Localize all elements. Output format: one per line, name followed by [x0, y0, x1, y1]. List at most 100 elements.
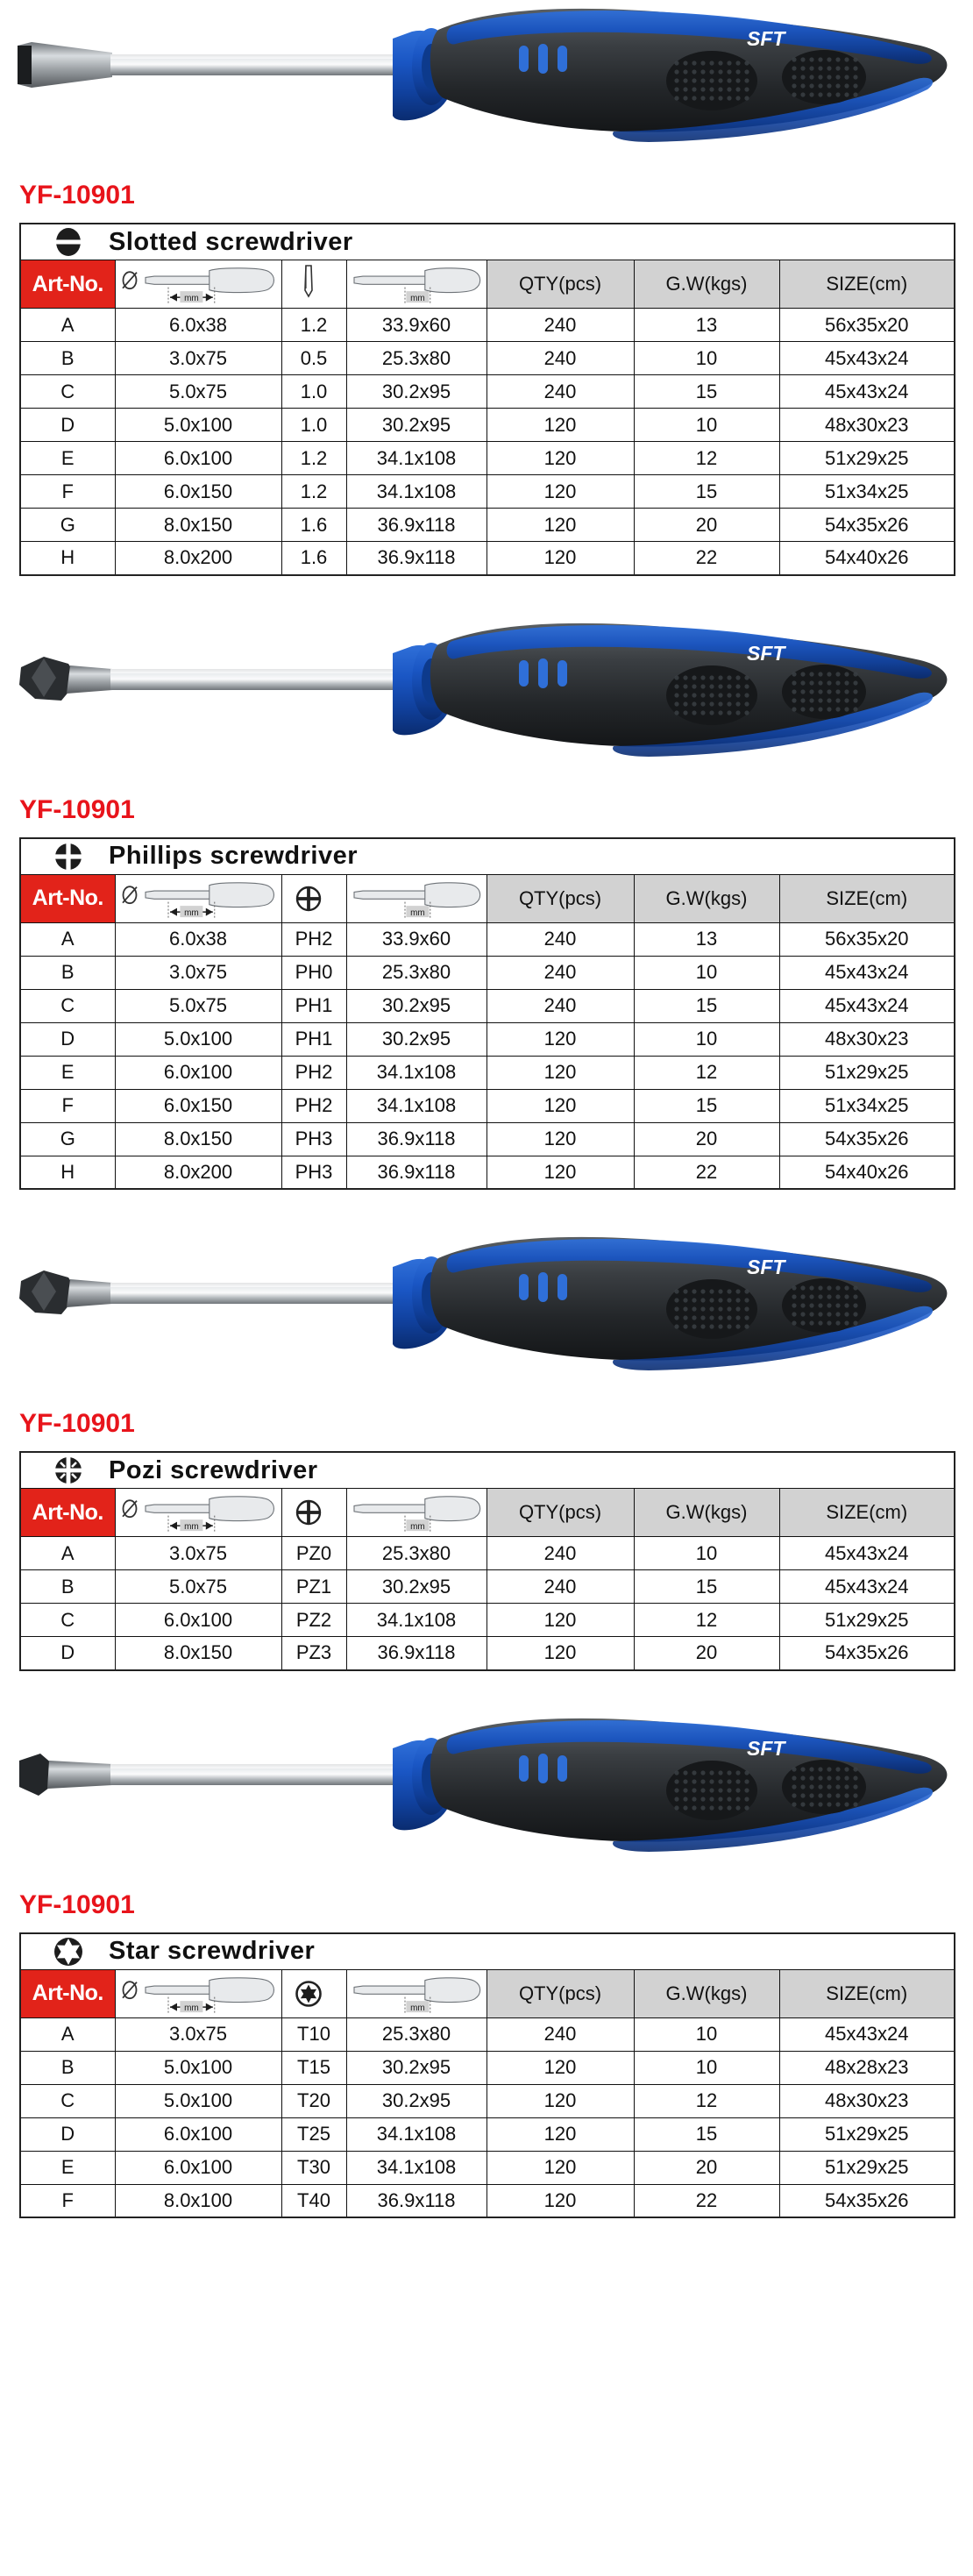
- table-row: G 8.0x150 1.6 36.9x118 120 20 54x35x26: [19, 508, 955, 542]
- table-row: C 6.0x100 PZ2 34.1x108 120 12 51x29x25: [19, 1603, 955, 1637]
- cell-tip-size: T30: [281, 2150, 347, 2185]
- cell-art-no: G: [19, 1121, 116, 1156]
- cell-tip-size: T15: [281, 2050, 347, 2085]
- table-title-row: Phillips screwdriver: [19, 837, 955, 875]
- cell-tip-size: 1.2: [281, 441, 347, 475]
- cell-diameter: 5.0x100: [114, 408, 282, 442]
- cell-carton-size: 54x35x26: [778, 1121, 955, 1156]
- cell-carton-size: 54x40x26: [778, 541, 955, 575]
- cell-diameter: 6.0x100: [114, 1603, 282, 1637]
- cell-blade-length: 33.9x60: [345, 922, 487, 957]
- cell-qty: 120: [486, 1636, 635, 1670]
- cell-art-no: C: [19, 2083, 116, 2118]
- product-block: SFT YF-10901 Phillips screwdriver: [0, 615, 973, 1229]
- cell-tip-size: PH2: [281, 922, 347, 957]
- svg-text:mm: mm: [184, 2003, 199, 2013]
- cell-qty: 240: [486, 955, 635, 990]
- table-row: E 6.0x100 1.2 34.1x108 120 12 51x29x25: [19, 441, 955, 475]
- svg-text:mm: mm: [184, 1522, 199, 1532]
- header-diameter-length-icon: mm: [114, 260, 282, 309]
- cell-blade-length: 30.2x95: [345, 2083, 487, 2118]
- header-phillips-cross-icon: [281, 873, 347, 923]
- product-block: SFT YF-10901 Slotted screwdriver: [0, 0, 973, 615]
- header-pozi-cross-icon: [281, 1488, 347, 1537]
- header-art-no: Art-No.: [19, 1968, 116, 2018]
- cell-carton-size: 56x35x20: [778, 922, 955, 957]
- cell-diameter: 6.0x100: [114, 441, 282, 475]
- cell-diameter: 6.0x38: [114, 308, 282, 342]
- cell-diameter: 6.0x100: [114, 2150, 282, 2185]
- cell-carton-size: 45x43x24: [778, 955, 955, 990]
- cell-art-no: B: [19, 1569, 116, 1604]
- cell-diameter: 5.0x100: [114, 1021, 282, 1057]
- cell-diameter: 8.0x150: [114, 508, 282, 542]
- product-type-title: Phillips screwdriver: [109, 842, 359, 870]
- header-art-no: Art-No.: [19, 260, 116, 309]
- table-row: A 3.0x75 PZ0 25.3x80 240 10 45x43x24: [19, 1536, 955, 1570]
- cell-diameter: 3.0x75: [114, 1536, 282, 1570]
- table-row: A 3.0x75 T10 25.3x80 240 10 45x43x24: [19, 2017, 955, 2052]
- cell-art-no: A: [19, 2017, 116, 2052]
- cell-qty: 120: [486, 2050, 635, 2085]
- spec-table-wrapper: Pozi screwdriver Art-No. mm: [0, 1451, 973, 1671]
- cell-blade-length: 25.3x80: [345, 955, 487, 990]
- header-carton-size: SIZE(cm): [778, 260, 955, 309]
- cell-art-no: B: [19, 955, 116, 990]
- cell-tip-size: PH3: [281, 1155, 347, 1190]
- cell-art-no: C: [19, 988, 116, 1023]
- header-blade-length-icon: mm: [345, 873, 487, 923]
- cell-qty: 240: [486, 988, 635, 1023]
- cell-diameter: 6.0x100: [114, 2117, 282, 2152]
- spec-table-wrapper: Star screwdriver Art-No. mm: [0, 1932, 973, 2218]
- table-header-row: Art-No. mm: [19, 1968, 955, 2018]
- star-torx-tip-icon: [51, 1934, 86, 1969]
- cell-gross-weight: 13: [633, 922, 780, 957]
- cell-art-no: F: [19, 1088, 116, 1123]
- svg-text:mm: mm: [184, 908, 199, 918]
- cell-qty: 120: [486, 1021, 635, 1057]
- cell-qty: 120: [486, 2183, 635, 2218]
- cell-carton-size: 51x29x25: [778, 2150, 955, 2185]
- cell-carton-size: 54x40x26: [778, 1155, 955, 1190]
- cell-blade-length: 34.1x108: [345, 474, 487, 509]
- cell-gross-weight: 22: [633, 541, 780, 575]
- block-spacer: [0, 1190, 973, 1228]
- cell-art-no: A: [19, 922, 116, 957]
- header-carton-size: SIZE(cm): [778, 1968, 955, 2018]
- cell-blade-length: 34.1x108: [345, 1603, 487, 1637]
- table-row: B 3.0x75 0.5 25.3x80 240 10 45x43x24: [19, 341, 955, 375]
- model-code: YF-10901: [19, 1409, 135, 1438]
- cell-diameter: 8.0x200: [114, 541, 282, 575]
- cell-carton-size: 51x29x25: [778, 2117, 955, 2152]
- cell-carton-size: 51x34x25: [778, 474, 955, 509]
- cell-diameter: 3.0x75: [114, 955, 282, 990]
- table-row: D 8.0x150 PZ3 36.9x118 120 20 54x35x26: [19, 1636, 955, 1670]
- cell-tip-size: PH2: [281, 1088, 347, 1123]
- cell-art-no: H: [19, 541, 116, 575]
- cell-diameter: 5.0x75: [114, 374, 282, 409]
- product-block: SFT YF-10901 Star screwdriver: [0, 1710, 973, 2258]
- block-spacer: [0, 576, 973, 615]
- cell-blade-length: 34.1x108: [345, 2150, 487, 2185]
- table-row: H 8.0x200 1.6 36.9x118 120 22 54x40x26: [19, 541, 955, 575]
- cell-diameter: 6.0x38: [114, 922, 282, 957]
- cell-tip-size: PH3: [281, 1121, 347, 1156]
- cell-tip-size: 1.2: [281, 308, 347, 342]
- table-row: E 6.0x100 PH2 34.1x108 120 12 51x29x25: [19, 1055, 955, 1090]
- cell-gross-weight: 10: [633, 408, 780, 442]
- cell-art-no: H: [19, 1155, 116, 1190]
- table-title-row: Pozi screwdriver: [19, 1451, 955, 1489]
- block-spacer: [0, 1671, 973, 1710]
- cell-tip-size: T20: [281, 2083, 347, 2118]
- cell-tip-size: 1.6: [281, 541, 347, 575]
- table-row: C 5.0x75 1.0 30.2x95 240 15 45x43x24: [19, 374, 955, 409]
- header-blade-length-icon: mm: [345, 260, 487, 309]
- cell-carton-size: 48x30x23: [778, 1021, 955, 1057]
- cell-tip-size: PH1: [281, 988, 347, 1023]
- cell-carton-size: 48x30x23: [778, 408, 955, 442]
- cell-gross-weight: 12: [633, 1055, 780, 1090]
- table-row: A 6.0x38 1.2 33.9x60 240 13 56x35x20: [19, 308, 955, 342]
- cell-gross-weight: 20: [633, 1636, 780, 1670]
- header-gross-weight: G.W(kgs): [633, 1488, 780, 1537]
- cell-diameter: 6.0x100: [114, 1055, 282, 1090]
